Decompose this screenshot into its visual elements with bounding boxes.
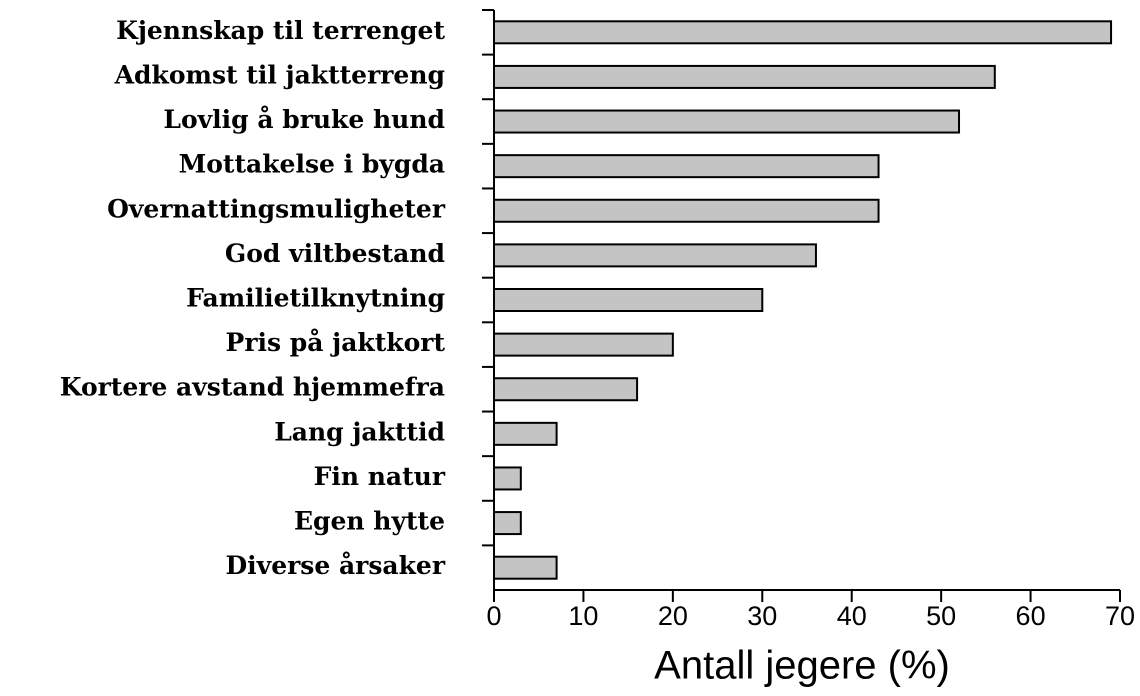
bar <box>493 511 522 536</box>
bar <box>493 288 764 312</box>
y-tick-label: Kortere avstand hjemmefra <box>60 373 445 402</box>
y-tick-label: God viltbestand <box>225 239 445 268</box>
bar <box>493 243 817 268</box>
y-tick-label: Fin natur <box>314 462 446 491</box>
x-tick-label: 70 <box>1105 601 1135 631</box>
y-tick-label: Overnattingsmuligheter <box>107 194 446 223</box>
x-tick-label: 60 <box>1016 601 1046 631</box>
y-tick-label: Pris på jaktkort <box>226 328 446 357</box>
bar <box>493 421 558 446</box>
bar <box>493 64 996 89</box>
x-tick-label: 0 <box>486 601 501 631</box>
y-tick-label: Diverse årsaker <box>225 551 445 580</box>
x-tick-label: 30 <box>747 601 777 631</box>
y-tick-label: Mottakelse i bygda <box>179 150 445 179</box>
bar <box>493 198 880 223</box>
bar <box>493 109 961 134</box>
x-tick-label: 10 <box>568 601 598 631</box>
y-tick-label: Kjennskap til terrenget <box>116 16 445 45</box>
bar <box>493 466 522 491</box>
y-tick-label: Adkomst til jaktterreng <box>114 60 445 89</box>
x-tick-label: 50 <box>926 601 956 631</box>
y-tick-label: Egen hytte <box>294 507 445 536</box>
bar <box>493 154 880 179</box>
bar <box>493 332 674 357</box>
y-tick-label: Lang jakttid <box>274 417 445 446</box>
bar <box>493 377 639 402</box>
x-tick-label: 20 <box>658 601 688 631</box>
x-tick-label: 40 <box>837 601 867 631</box>
y-tick-label: Familietilknytning <box>186 284 445 313</box>
bar <box>493 555 558 580</box>
x-axis-title: Antall jegere (%) <box>654 644 950 688</box>
bar <box>493 20 1113 45</box>
y-tick-label: Lovlig å bruke hund <box>163 105 445 134</box>
